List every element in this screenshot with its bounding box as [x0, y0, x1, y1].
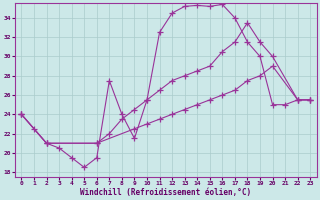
X-axis label: Windchill (Refroidissement éolien,°C): Windchill (Refroidissement éolien,°C) — [80, 188, 252, 197]
